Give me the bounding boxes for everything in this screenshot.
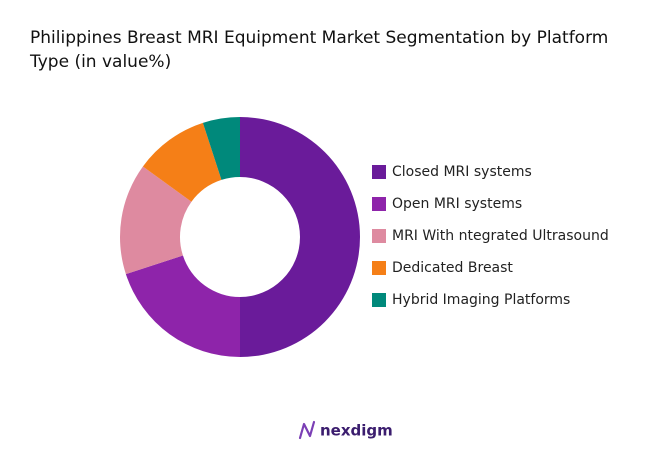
donut-slice: [202, 117, 240, 180]
donut-slice: [240, 117, 360, 357]
legend-label: Dedicated Breast: [392, 260, 513, 276]
chart-title: Philippines Breast MRI Equipment Market …: [30, 28, 609, 72]
logo-text: nexdigm: [320, 422, 393, 440]
legend-swatch: [372, 261, 386, 275]
donut-slice: [142, 122, 222, 202]
legend-swatch: [372, 293, 386, 307]
legend-label: Open MRI systems: [392, 196, 522, 212]
legend-swatch: [372, 229, 386, 243]
legend-label: MRI With ntegrated Ultrasound: [392, 228, 609, 244]
donut-slice: [125, 255, 240, 357]
legend-label: Closed MRI systems: [392, 164, 532, 180]
donut-slice: [119, 166, 192, 275]
logo: nexdigm: [298, 420, 393, 440]
legend-swatch: [372, 165, 386, 179]
legend-swatch: [372, 197, 386, 211]
logo-icon: [298, 420, 316, 440]
legend-label: Hybrid Imaging Platforms: [392, 292, 570, 308]
